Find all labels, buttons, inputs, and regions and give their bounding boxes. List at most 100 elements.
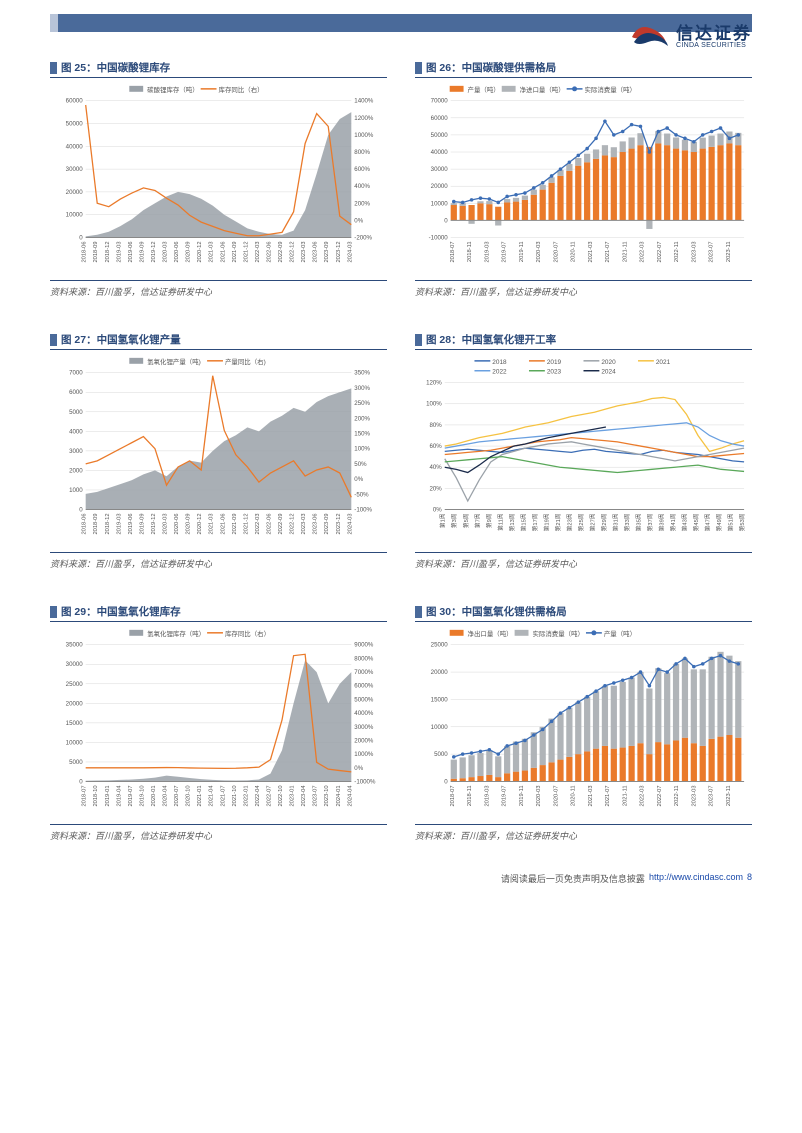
svg-text:2021-07: 2021-07 [605, 785, 611, 806]
svg-text:2020-09: 2020-09 [186, 241, 192, 262]
svg-text:15000: 15000 [431, 696, 449, 703]
svg-text:第45周: 第45周 [692, 513, 700, 531]
svg-text:2022-06: 2022-06 [266, 241, 272, 262]
svg-text:40000: 40000 [431, 149, 449, 156]
svg-text:产量同比（右): 产量同比（右) [225, 357, 266, 366]
svg-text:2022-03: 2022-03 [640, 241, 646, 262]
svg-text:2021-04: 2021-04 [209, 785, 215, 807]
svg-text:2018-10: 2018-10 [93, 785, 99, 806]
svg-text:2018-07: 2018-07 [450, 241, 456, 262]
svg-text:1000%: 1000% [354, 751, 374, 758]
svg-text:2021-10: 2021-10 [232, 785, 238, 806]
svg-text:250%: 250% [354, 400, 370, 407]
svg-text:2018-11: 2018-11 [467, 785, 473, 806]
svg-text:2021-03: 2021-03 [209, 513, 215, 534]
svg-text:第17周: 第17周 [531, 513, 539, 531]
svg-text:600%: 600% [354, 166, 370, 173]
svg-text:第25周: 第25周 [577, 513, 585, 531]
svg-text:2018: 2018 [492, 359, 507, 366]
svg-text:第47周: 第47周 [704, 513, 712, 531]
svg-text:10000: 10000 [431, 200, 449, 207]
svg-text:第19周: 第19周 [542, 513, 550, 531]
svg-text:2019-06: 2019-06 [128, 513, 134, 534]
svg-text:第11周: 第11周 [496, 513, 504, 531]
svg-text:第41周: 第41周 [669, 513, 677, 531]
svg-text:2018-07: 2018-07 [450, 785, 456, 806]
svg-text:第13周: 第13周 [508, 513, 516, 531]
svg-text:2022-01: 2022-01 [243, 785, 249, 806]
svg-text:5000: 5000 [434, 751, 448, 758]
svg-text:2020-12: 2020-12 [197, 513, 203, 534]
svg-text:2019-01: 2019-01 [105, 785, 111, 806]
svg-text:-10000: -10000 [429, 234, 449, 241]
svg-text:2020-11: 2020-11 [571, 241, 577, 262]
svg-text:40000: 40000 [66, 143, 84, 150]
svg-text:2023-04: 2023-04 [301, 785, 307, 807]
svg-text:2023-06: 2023-06 [313, 513, 319, 534]
svg-text:2019-11: 2019-11 [519, 785, 525, 806]
svg-text:4000%: 4000% [354, 710, 374, 717]
chart-27-title: 图 27：中国氢氧化锂产量 [61, 332, 181, 347]
svg-text:2019-09: 2019-09 [139, 513, 145, 534]
svg-text:300%: 300% [354, 385, 370, 392]
svg-text:50000: 50000 [66, 120, 84, 127]
svg-text:-200%: -200% [354, 234, 372, 241]
svg-text:2019-03: 2019-03 [116, 241, 122, 262]
svg-text:4000: 4000 [69, 428, 83, 435]
svg-text:库存同比（右）: 库存同比（右） [225, 629, 270, 638]
svg-text:第51周: 第51周 [727, 513, 735, 531]
svg-text:6000%: 6000% [354, 683, 374, 690]
svg-text:35000: 35000 [66, 642, 84, 649]
svg-text:2020-01: 2020-01 [151, 785, 157, 806]
svg-text:9000%: 9000% [354, 642, 374, 649]
svg-text:2019: 2019 [547, 359, 562, 366]
svg-text:0%: 0% [354, 476, 363, 483]
chart-29-source: 资料来源：百川盈孚，信达证券研发中心 [50, 824, 387, 842]
svg-text:第9周: 第9周 [485, 513, 493, 528]
svg-text:2023-03: 2023-03 [691, 785, 697, 806]
svg-text:0%: 0% [354, 217, 363, 224]
svg-text:40%: 40% [429, 464, 442, 471]
svg-text:0: 0 [79, 234, 83, 241]
svg-text:0: 0 [79, 778, 83, 785]
svg-text:2022-07: 2022-07 [657, 785, 663, 806]
svg-text:50%: 50% [354, 461, 367, 468]
svg-text:120%: 120% [426, 380, 442, 387]
svg-text:2023-07: 2023-07 [709, 785, 715, 806]
svg-text:0%: 0% [433, 506, 442, 513]
svg-text:10000: 10000 [66, 739, 84, 746]
chart-30-source: 资料来源：百川盈孚，信达证券研发中心 [415, 824, 752, 842]
svg-text:氢氧化锂产量（吨): 氢氧化锂产量（吨) [147, 357, 201, 366]
svg-text:2019-07: 2019-07 [502, 241, 508, 262]
svg-text:2023-10: 2023-10 [324, 785, 330, 806]
footer-url: http://www.cindasc.com [649, 872, 743, 885]
brand-logo: 信达证券 CINDA SECURITIES [628, 22, 752, 52]
svg-text:2020-03: 2020-03 [163, 241, 169, 262]
svg-text:200%: 200% [354, 200, 370, 207]
svg-text:2020-12: 2020-12 [197, 241, 203, 262]
svg-text:0%: 0% [354, 765, 363, 772]
svg-text:2020-04: 2020-04 [163, 785, 169, 807]
svg-text:100%: 100% [426, 401, 442, 408]
svg-text:2018-07: 2018-07 [82, 785, 88, 806]
svg-text:30000: 30000 [431, 166, 449, 173]
svg-text:2019-09: 2019-09 [139, 241, 145, 262]
svg-text:2021: 2021 [656, 359, 671, 366]
svg-text:2021-11: 2021-11 [622, 785, 628, 806]
svg-text:-50%: -50% [354, 491, 369, 498]
svg-text:2022-11: 2022-11 [674, 241, 680, 262]
chart-30: 图 30：中国氢氧化锂供需格局 净出口量（吨）实际消费量（吨）产量（吨）0500… [415, 604, 752, 842]
svg-text:2022-03: 2022-03 [640, 785, 646, 806]
svg-text:第37周: 第37周 [646, 513, 654, 531]
svg-text:20%: 20% [429, 485, 442, 492]
svg-text:1000%: 1000% [354, 132, 374, 139]
svg-text:80%: 80% [429, 422, 442, 429]
svg-text:2020-07: 2020-07 [553, 785, 559, 806]
svg-text:库存同比（右）: 库存同比（右） [219, 85, 264, 94]
svg-text:2021-12: 2021-12 [243, 513, 249, 534]
chart-29: 图 29：中国氢氧化锂库存 氢氧化锂库存（吨）库存同比（右）0500010000… [50, 604, 387, 842]
svg-text:2023-12: 2023-12 [336, 513, 342, 534]
svg-text:2022-06: 2022-06 [266, 513, 272, 534]
svg-text:2023-09: 2023-09 [324, 241, 330, 262]
svg-text:60000: 60000 [66, 98, 84, 105]
